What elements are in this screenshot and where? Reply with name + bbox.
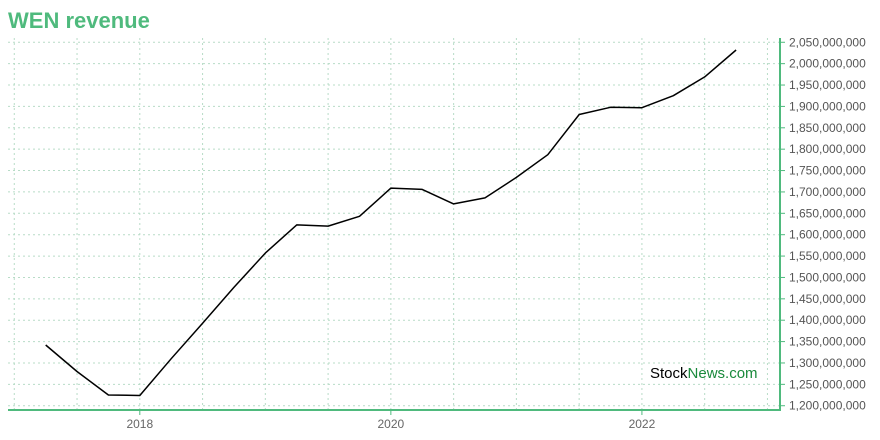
x-tick-label: 2020 bbox=[378, 417, 405, 431]
y-axis-ticks: 1,200,000,000 1,250,000,000 1,300,000,000 1… bbox=[780, 35, 866, 413]
watermark-part-3: .com bbox=[725, 365, 758, 382]
y-tick-label: 1,200,000,000 bbox=[789, 399, 866, 413]
axes bbox=[8, 38, 781, 411]
y-tick-label: 1,700,000,000 bbox=[789, 185, 866, 199]
y-tick-label: 1,400,000,000 bbox=[789, 313, 866, 327]
watermark-part-2: News bbox=[687, 365, 726, 382]
x-tick-label: 2022 bbox=[629, 417, 656, 431]
y-tick-label: 1,900,000,000 bbox=[789, 99, 866, 113]
y-tick-label: 1,750,000,000 bbox=[789, 164, 866, 178]
chart-title: WEN revenue bbox=[8, 8, 150, 33]
grid-lines bbox=[8, 38, 780, 410]
y-tick-label: 1,800,000,000 bbox=[789, 142, 866, 156]
y-tick-label: 2,050,000,000 bbox=[789, 35, 866, 49]
x-axis-ticks: 2018 2020 2022 bbox=[126, 410, 656, 431]
y-tick-label: 2,000,000,000 bbox=[789, 57, 866, 71]
revenue-series-line bbox=[45, 49, 737, 397]
series-group bbox=[45, 49, 737, 397]
y-tick-label: 1,250,000,000 bbox=[789, 377, 866, 391]
stocknews-watermark: StockNews.com bbox=[650, 365, 758, 382]
y-tick-label: 1,950,000,000 bbox=[789, 78, 866, 92]
y-tick-label: 1,550,000,000 bbox=[789, 249, 866, 263]
y-tick-label: 1,600,000,000 bbox=[789, 228, 866, 242]
x-tick-label: 2018 bbox=[126, 417, 153, 431]
y-tick-label: 1,450,000,000 bbox=[789, 292, 866, 306]
y-tick-label: 1,500,000,000 bbox=[789, 270, 866, 284]
y-tick-label: 1,650,000,000 bbox=[789, 206, 866, 220]
y-tick-label: 1,300,000,000 bbox=[789, 356, 866, 370]
watermark-part-1: Stock bbox=[650, 365, 688, 382]
y-tick-label: 1,850,000,000 bbox=[789, 121, 866, 135]
y-tick-label: 1,350,000,000 bbox=[789, 335, 866, 349]
